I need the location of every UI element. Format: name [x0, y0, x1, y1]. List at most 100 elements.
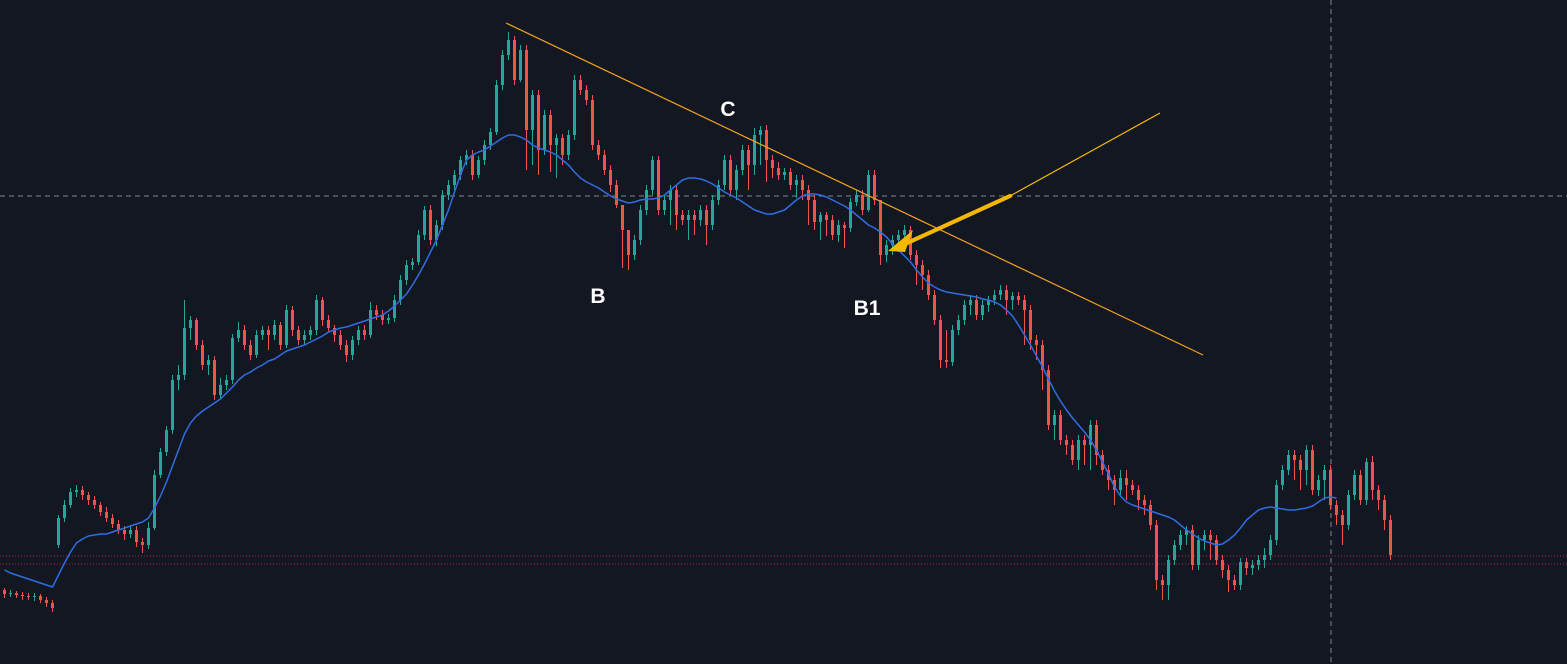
candle-body	[1257, 560, 1260, 565]
candle-body	[1281, 470, 1284, 485]
candle-body	[153, 475, 156, 528]
candle-body	[141, 542, 144, 545]
candle-body	[465, 155, 468, 160]
candle	[327, 315, 330, 332]
candle-body	[129, 530, 132, 534]
candle-body	[813, 200, 816, 222]
candle	[69, 488, 72, 508]
candle-body	[1137, 490, 1140, 500]
candle-body	[165, 430, 168, 452]
candle-body	[525, 50, 528, 130]
candle	[651, 156, 654, 195]
candle	[729, 155, 732, 194]
candle	[603, 150, 606, 175]
candle	[699, 205, 702, 226]
candle-body	[51, 603, 54, 608]
candle	[1371, 456, 1374, 500]
candle-body	[267, 330, 270, 335]
candle-body	[777, 168, 780, 175]
candle-body	[723, 160, 726, 185]
candle-body	[1299, 460, 1302, 470]
candle-body	[279, 325, 282, 345]
candle	[573, 75, 576, 140]
candle	[189, 316, 192, 340]
candle	[813, 195, 816, 230]
candle-body	[1233, 580, 1236, 585]
candle	[717, 180, 720, 205]
candle	[345, 340, 348, 362]
arrow-head	[888, 230, 913, 252]
chart-overlays	[4, 22, 1337, 588]
candle-body	[1203, 535, 1206, 540]
candle-body	[1083, 440, 1086, 445]
candle-body	[1149, 505, 1152, 525]
candle	[765, 125, 768, 182]
candle	[621, 205, 624, 268]
candle	[1197, 535, 1200, 570]
candle-body	[969, 300, 972, 305]
candle	[921, 260, 924, 290]
candle-body	[213, 360, 216, 395]
candle-body	[729, 160, 732, 190]
candle-body	[807, 190, 810, 200]
candle-body	[1161, 580, 1164, 585]
candle	[1173, 540, 1176, 565]
candle	[543, 110, 546, 155]
candle-body	[57, 518, 60, 545]
candle	[279, 322, 282, 350]
candle	[273, 320, 276, 340]
candle-body	[93, 500, 96, 505]
candle-body	[633, 240, 636, 255]
candle	[1389, 515, 1392, 560]
candle	[1011, 292, 1014, 310]
candle	[429, 205, 432, 245]
candle-body	[831, 220, 834, 235]
candle-body	[879, 200, 882, 255]
candle-body	[615, 185, 618, 205]
candle-body	[711, 200, 714, 225]
candle-body	[1125, 478, 1128, 485]
candle-body	[249, 345, 252, 355]
candle	[585, 85, 588, 105]
candle-body	[567, 135, 570, 155]
candle-body	[597, 145, 600, 155]
candle-body	[1215, 540, 1218, 560]
candle-body	[783, 172, 786, 175]
candle	[21, 592, 24, 600]
candle-body	[375, 310, 378, 315]
candle-body	[225, 380, 228, 385]
candle	[837, 220, 840, 242]
candle	[291, 306, 294, 336]
candle-body	[15, 593, 18, 595]
candle	[1137, 485, 1140, 510]
candle	[1317, 475, 1320, 496]
candle	[1095, 420, 1098, 465]
candle-body	[1077, 440, 1080, 460]
candle	[1083, 435, 1086, 465]
candle-body	[291, 310, 294, 330]
candle	[111, 514, 114, 528]
candle-body	[795, 180, 798, 185]
candle-body	[189, 320, 192, 328]
arrow-shaft	[903, 194, 1012, 246]
candle	[237, 322, 240, 342]
candle-body	[939, 320, 942, 360]
candle-body	[33, 596, 36, 597]
candle	[369, 302, 372, 338]
candle	[15, 591, 18, 598]
candle-body	[849, 202, 852, 228]
candle-body	[549, 115, 552, 145]
candle	[819, 212, 822, 240]
candle	[849, 198, 852, 232]
candle	[105, 507, 108, 522]
candle-body	[621, 205, 624, 230]
candle-body	[1053, 415, 1056, 425]
candle	[321, 297, 324, 326]
candle-body	[645, 190, 648, 210]
candle	[693, 210, 696, 235]
candle	[1329, 465, 1332, 510]
candle	[297, 326, 300, 345]
candle	[1293, 450, 1296, 480]
candle	[1305, 445, 1308, 485]
